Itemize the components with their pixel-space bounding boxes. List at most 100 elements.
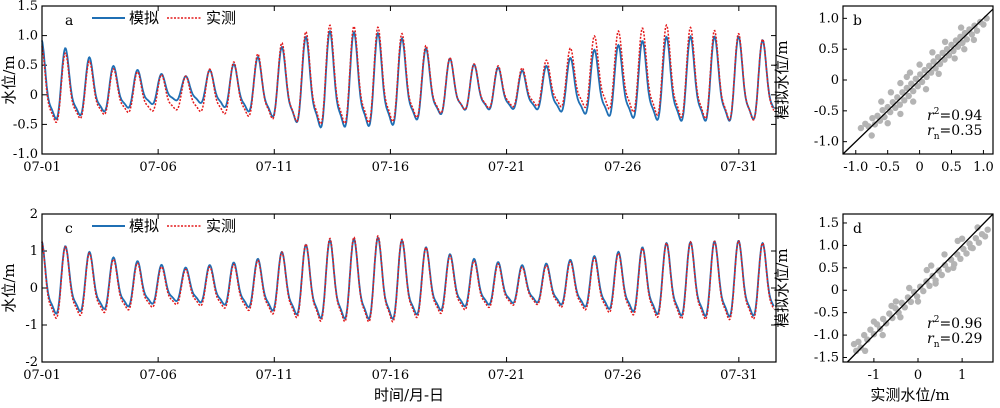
y-tick-label: 2 <box>30 207 38 222</box>
scatter-point <box>914 83 921 90</box>
scatter-point <box>908 80 915 87</box>
scatter-point <box>981 233 989 240</box>
y-tick-label: 0 <box>831 283 839 298</box>
scatter-point <box>951 55 958 62</box>
scatter-point <box>914 298 922 305</box>
scatter-point <box>963 36 970 43</box>
scatter-point <box>906 284 913 292</box>
scatter-point <box>935 70 942 78</box>
scatter-point <box>889 314 896 322</box>
x-tick-label: 07-11 <box>256 368 293 383</box>
y-tick-label: -1.5 <box>814 351 839 366</box>
scatter-point <box>867 326 874 333</box>
rn-text: rn=0.35 <box>927 123 982 142</box>
scatter-point <box>941 251 948 258</box>
scatter-point <box>957 255 964 262</box>
scatter-point <box>897 110 904 118</box>
scatter-point <box>901 97 908 104</box>
x-tick-label: 07-01 <box>23 368 60 383</box>
x-tick-label: 07-31 <box>720 160 757 175</box>
plot-frame <box>41 5 777 155</box>
plot-frame <box>41 213 777 363</box>
scatter-point <box>855 338 862 345</box>
scatter-point <box>939 49 946 57</box>
x-tick-label: -1.0 <box>843 160 868 175</box>
x-tick-label: -1 <box>868 368 881 383</box>
scatter-point <box>960 245 967 253</box>
y-axis-title: 模拟水位/m <box>773 248 791 327</box>
scatter-point <box>967 244 975 251</box>
x-tick-label: 07-16 <box>372 368 409 383</box>
scatter-point <box>926 62 933 69</box>
x-tick-label: 07-26 <box>604 368 641 383</box>
scatter-point <box>896 101 903 108</box>
scatter-point <box>941 38 949 45</box>
scatter-point <box>857 344 864 351</box>
scatter-point <box>935 267 942 274</box>
scatter-point <box>899 89 906 96</box>
x-axis-title: 实测水位/m <box>870 386 949 404</box>
scatter-point <box>923 266 930 274</box>
scatter-point <box>910 98 917 105</box>
scatter-point <box>980 21 987 28</box>
scatter-point <box>878 98 885 105</box>
scatter-point <box>869 115 876 122</box>
scatter-point <box>954 237 961 245</box>
r-squared-text: r2=0.94 <box>927 107 982 124</box>
rn-value: =0.29 <box>940 331 983 347</box>
scatter-point <box>861 331 868 339</box>
x-tick-label: 07-06 <box>139 160 176 175</box>
scatter-point <box>897 79 904 87</box>
scatter-point <box>963 250 970 257</box>
scatter-point <box>874 112 881 120</box>
y-tick-label: 0 <box>30 281 38 296</box>
scatter-point <box>920 287 927 295</box>
y-tick-label: 0 <box>30 88 38 103</box>
x-tick-label: 0 <box>914 368 922 383</box>
scatter-point <box>948 41 955 48</box>
y-tick-label: -1.0 <box>13 147 38 162</box>
y-tick-label: -0.5 <box>13 117 38 132</box>
scatter-point <box>928 262 935 269</box>
scatter-point <box>926 282 933 289</box>
reference-line <box>842 8 994 155</box>
panel-c: -2 -1 0 1 2 07-01 07-06 07-11 07-16 07-21 07-26 07-… <box>0 207 777 404</box>
superscript-2: 2 <box>934 107 940 117</box>
legend-label-observed: 实测 <box>206 217 236 235</box>
r-symbol: r <box>927 331 935 347</box>
x-tick-label: 07-21 <box>488 368 525 383</box>
scatter-point <box>961 46 968 53</box>
rn-value: =0.35 <box>940 123 983 139</box>
panel-letter: d <box>853 221 862 237</box>
y-tick-label: 1.5 <box>818 216 839 231</box>
scatter-point <box>879 331 886 339</box>
y-tick-label: -0.5 <box>814 104 839 119</box>
y-tick-label: 0.5 <box>17 58 38 73</box>
x-tick-label: -0.5 <box>875 160 900 175</box>
reference-line <box>846 213 994 363</box>
scatter-point <box>941 261 949 269</box>
scatter-point <box>894 94 901 101</box>
series-observed-line <box>41 234 775 323</box>
scatter-point <box>921 66 928 74</box>
scatter-point <box>861 347 869 354</box>
r-squared-text: r2=0.96 <box>927 315 982 332</box>
y-tick-label: 1 <box>30 244 38 259</box>
x-tick-label: 07-26 <box>604 160 641 175</box>
scatter-point <box>975 239 983 246</box>
scatter-point <box>913 293 921 300</box>
x-tick-label: 0 <box>915 160 923 175</box>
scatter-point <box>879 107 886 114</box>
scatter-point <box>871 121 879 128</box>
scatter-point <box>984 226 991 233</box>
r-squared-value: =0.96 <box>939 316 982 332</box>
r-squared-value: =0.94 <box>939 108 982 124</box>
r-symbol: r <box>927 123 935 139</box>
x-tick-label: 1.0 <box>973 160 994 175</box>
scatter-point <box>887 89 895 96</box>
y-tick-label: 1.0 <box>818 11 839 26</box>
scatter-point <box>952 37 960 44</box>
scatter-point <box>930 58 937 65</box>
y-tick-label: -2 <box>25 355 38 370</box>
